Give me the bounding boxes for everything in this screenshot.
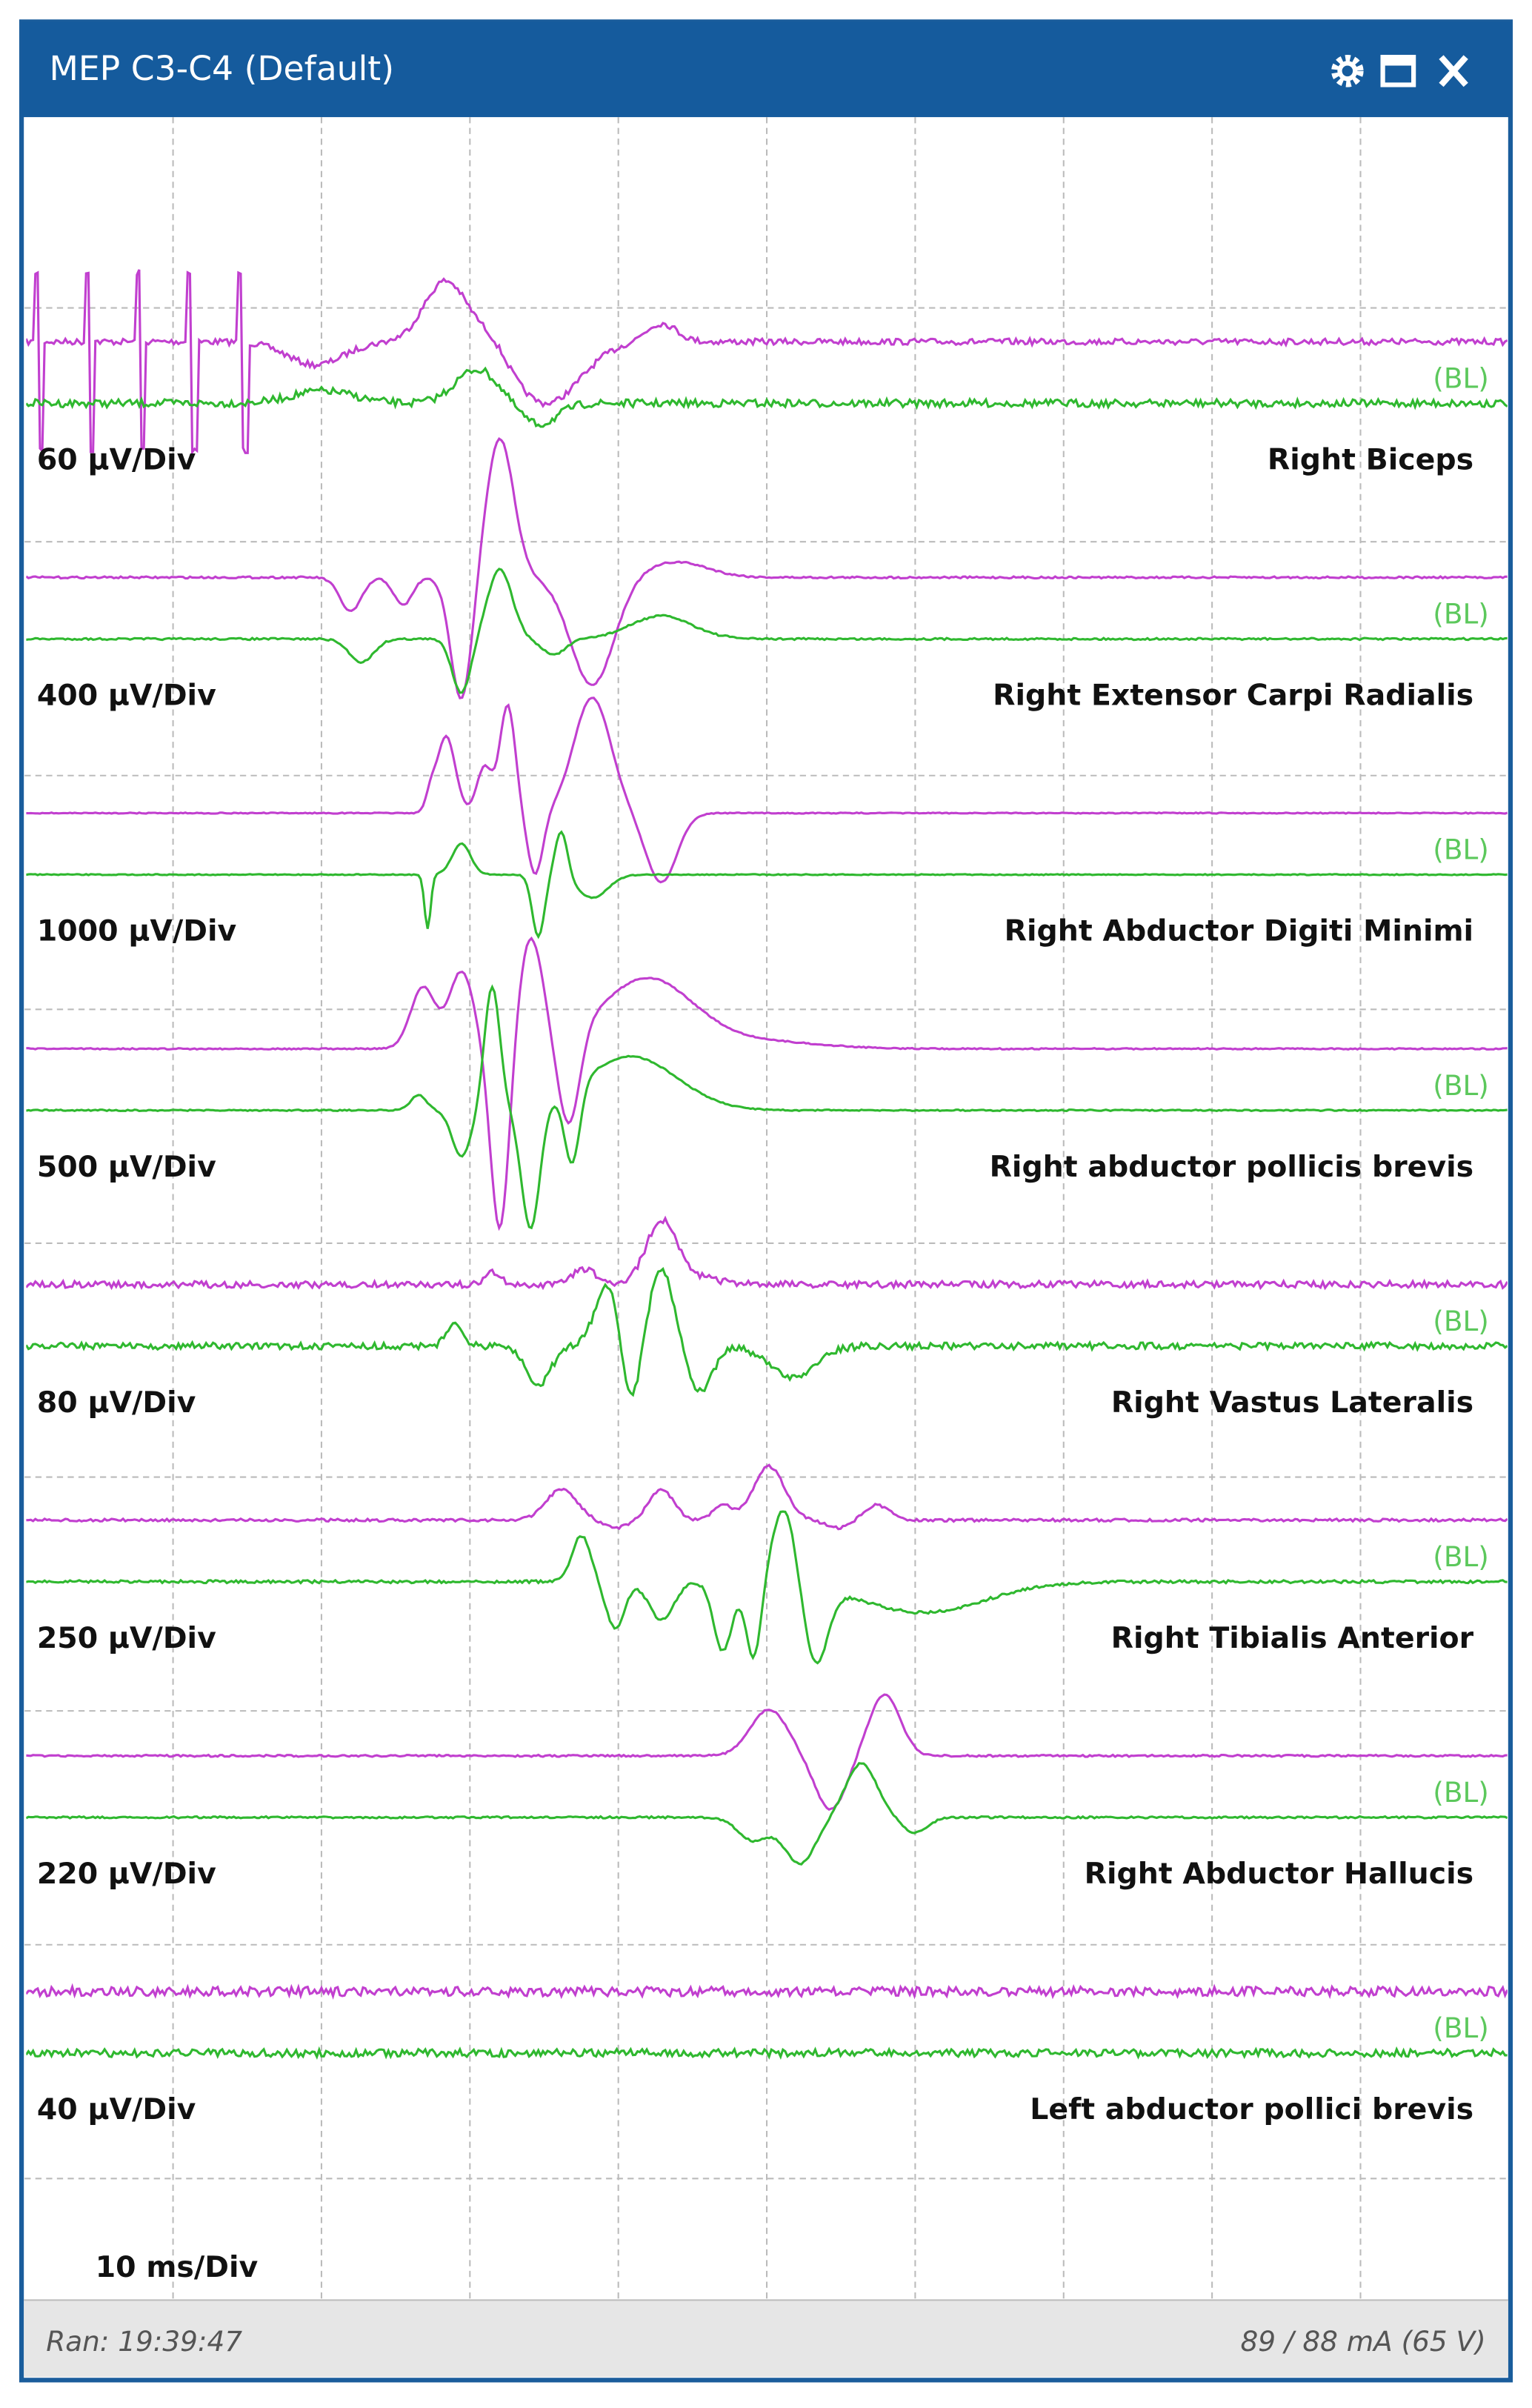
channel-name: Right Extensor Carpi Radialis (993, 679, 1473, 713)
window-controls (1331, 55, 1468, 87)
status-bar (24, 2300, 1508, 2378)
channel-scale: 250 µV/Div (37, 1621, 216, 1655)
trace-baseline (26, 1510, 1508, 1665)
trace-current (26, 437, 1508, 699)
baseline-tag: (BL) (1433, 1540, 1489, 1573)
trace-baseline (26, 1266, 1508, 1397)
baseline-tag: (BL) (1433, 362, 1489, 395)
window-frame (19, 19, 1513, 2383)
baseline-tag: (BL) (1433, 2012, 1489, 2044)
channel-name: Right Abductor Hallucis (1085, 1857, 1473, 1891)
run-time: Ran: 19:39:47 (46, 2325, 242, 2358)
trace-baseline (26, 1762, 1508, 1866)
close-button[interactable] (1439, 55, 1468, 87)
trace-baseline (26, 568, 1508, 694)
trace-current (26, 1215, 1508, 1291)
baseline-tag: (BL) (1433, 1776, 1489, 1809)
channel-scale: 400 µV/Div (37, 679, 216, 713)
trace-current (26, 696, 1508, 884)
channel-name: Right Abductor Digiti Minimi (1005, 914, 1473, 948)
baseline-tag: (BL) (1433, 834, 1489, 866)
channel-scale: 40 µV/Div (37, 2092, 196, 2126)
trace-baseline (26, 2046, 1508, 2061)
trace-baseline (26, 830, 1508, 939)
trace-baseline (26, 366, 1508, 428)
window-title: MEP C3-C4 (Default) (49, 49, 394, 88)
timebase-label: 10 ms/Div (96, 2250, 259, 2284)
trace-baseline (26, 984, 1508, 1230)
channel-scale: 80 µV/Div (37, 1386, 196, 1420)
trace-current (26, 269, 1508, 456)
channel-name: Right Biceps (1268, 443, 1473, 477)
trace-current (26, 1463, 1508, 1531)
channel-name: Right abductor pollicis brevis (990, 1150, 1474, 1184)
settings-button[interactable] (1331, 55, 1364, 87)
baseline-tag: (BL) (1433, 598, 1489, 631)
baseline-tag: (BL) (1433, 1069, 1489, 1102)
channel-scale: 60 µV/Div (37, 443, 196, 477)
trace-current (26, 1983, 1508, 2000)
trace-current (26, 936, 1508, 1231)
trace-current (26, 1693, 1508, 1812)
channel-name: Right Vastus Lateralis (1111, 1386, 1473, 1420)
channel-labels: (BL) 60 µV/Div Right Biceps (BL) 400 µV/Div R… (37, 362, 1489, 2127)
grid (24, 117, 1508, 2299)
channel-scale: 1000 µV/Div (37, 914, 237, 948)
traces (26, 269, 1508, 2061)
channel-scale: 500 µV/Div (37, 1150, 216, 1184)
baseline-tag: (BL) (1433, 1305, 1489, 1337)
stimulus-info: 89 / 88 mA (65 V) (1240, 2325, 1485, 2358)
channel-name: Left abductor pollici brevis (1030, 2092, 1473, 2126)
channel-scale: 220 µV/Div (37, 1857, 216, 1891)
channel-name: Right Tibialis Anterior (1111, 1621, 1474, 1655)
title-bar (21, 21, 1511, 118)
maximize-button[interactable] (1380, 55, 1416, 87)
